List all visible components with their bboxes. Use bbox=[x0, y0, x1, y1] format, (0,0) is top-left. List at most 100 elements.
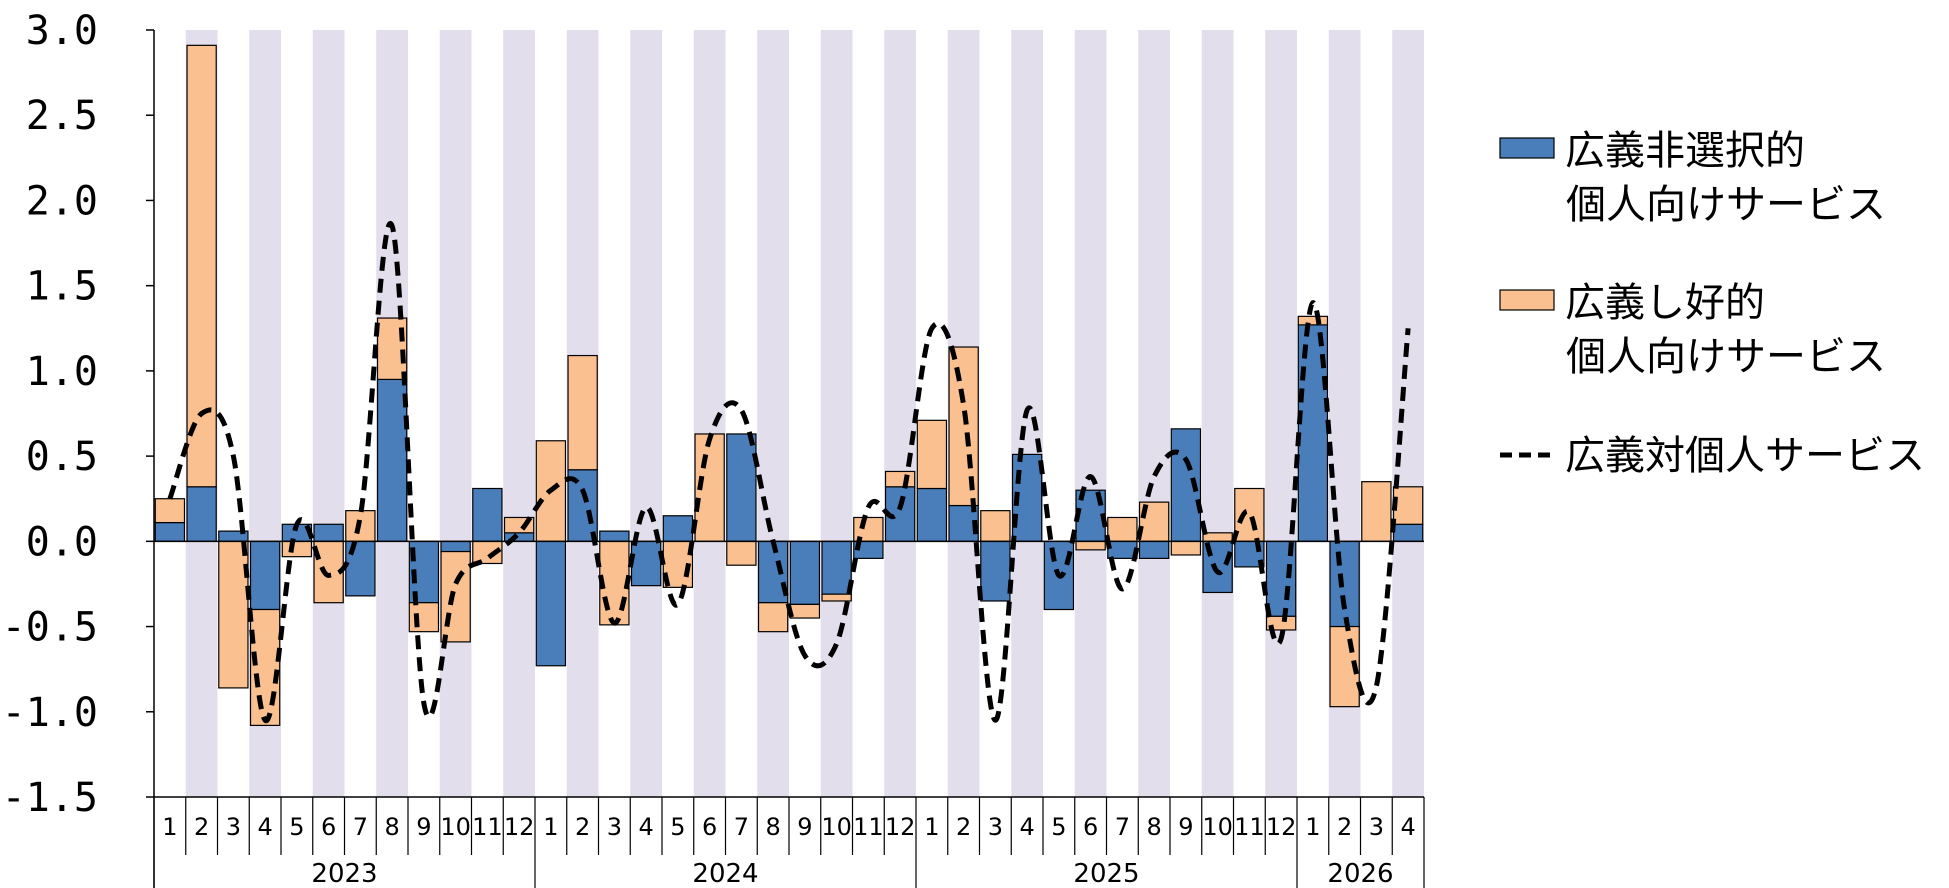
bar-series2 bbox=[726, 540, 757, 566]
bar-series1 bbox=[789, 540, 821, 605]
bar-series1 bbox=[567, 469, 598, 542]
month-label: 4 bbox=[1019, 813, 1034, 841]
bar-series2 bbox=[154, 498, 186, 524]
legend-label-series2: 個人向けサービス bbox=[1566, 334, 1886, 380]
bar-series1 bbox=[376, 378, 408, 542]
bar-series1 bbox=[630, 540, 662, 587]
month-label: 3 bbox=[226, 813, 241, 841]
bar-series2 bbox=[408, 602, 440, 633]
legend-label-series1: 広義非選択的 bbox=[1565, 128, 1805, 174]
month-label: 12 bbox=[504, 813, 535, 841]
month-label: 9 bbox=[1178, 813, 1193, 841]
month-band bbox=[1138, 30, 1170, 797]
month-band bbox=[820, 30, 853, 797]
month-label: 1 bbox=[1305, 813, 1320, 841]
year-label: 2024 bbox=[692, 859, 758, 888]
month-label: 2 bbox=[1337, 813, 1352, 841]
month-label: 4 bbox=[638, 813, 653, 841]
bar-series2 bbox=[884, 470, 916, 488]
year-label: 2026 bbox=[1327, 859, 1393, 888]
month-band bbox=[312, 30, 345, 797]
month-label: 4 bbox=[1400, 813, 1415, 841]
month-label: 6 bbox=[321, 813, 336, 841]
month-label: 10 bbox=[440, 813, 471, 841]
y-tick-label: -1.5 bbox=[2, 775, 98, 821]
legend-label-line: 広義対個人サービス bbox=[1565, 433, 1925, 479]
month-label: 1 bbox=[162, 813, 177, 841]
bar-series1 bbox=[916, 487, 948, 542]
legend-label-series2: 広義し好的 bbox=[1565, 280, 1765, 326]
bar-series1 bbox=[313, 523, 344, 542]
bar-series1 bbox=[440, 540, 471, 553]
month-band bbox=[1074, 30, 1107, 797]
month-band bbox=[630, 30, 662, 797]
bar-series2 bbox=[567, 354, 598, 471]
bar-series1 bbox=[535, 540, 567, 667]
month-label: 8 bbox=[1146, 813, 1161, 841]
month-band bbox=[439, 30, 472, 797]
month-label: 7 bbox=[1115, 813, 1130, 841]
bar-series1 bbox=[154, 521, 186, 542]
bar-series2 bbox=[1234, 487, 1265, 542]
y-tick-label: 1.0 bbox=[26, 349, 98, 395]
month-label: 9 bbox=[797, 813, 812, 841]
bar-series2 bbox=[821, 593, 852, 602]
y-tick-label: 2.5 bbox=[26, 93, 98, 139]
bar-series2 bbox=[1297, 315, 1329, 326]
month-band bbox=[1265, 30, 1297, 797]
y-axis-ticks: 3.0 2.5 2.0 1.5 1.0 0.5 0.0 -0.5 -1.0 -1.5 bbox=[2, 8, 154, 821]
month-label: 3 bbox=[607, 813, 622, 841]
month-label: 11 bbox=[1234, 813, 1265, 841]
y-tick-label: 0.5 bbox=[26, 434, 98, 480]
bar-series2 bbox=[186, 44, 217, 488]
bar-series1 bbox=[472, 487, 503, 542]
bar-series2 bbox=[1170, 540, 1202, 556]
bar-series1 bbox=[599, 530, 630, 542]
bar-series2 bbox=[281, 540, 313, 558]
month-label: 11 bbox=[472, 813, 503, 841]
year-label: 2025 bbox=[1073, 859, 1139, 888]
bar-series1 bbox=[662, 515, 694, 542]
bar-series1 bbox=[980, 540, 1011, 602]
bar-series2 bbox=[916, 419, 948, 490]
y-tick-label: -0.5 bbox=[2, 605, 98, 651]
y-tick-label: 1.5 bbox=[26, 264, 98, 310]
bar-series1 bbox=[1392, 523, 1424, 542]
month-band bbox=[1392, 30, 1424, 797]
bar-series1 bbox=[186, 486, 217, 542]
bar-series2 bbox=[980, 510, 1011, 542]
bar-series2 bbox=[376, 317, 408, 381]
bar-series2 bbox=[440, 550, 471, 643]
month-label: 12 bbox=[1266, 813, 1297, 841]
month-label: 11 bbox=[853, 813, 884, 841]
month-band bbox=[1201, 30, 1234, 797]
month-label: 7 bbox=[353, 813, 368, 841]
legend-label-series1: 個人向けサービス bbox=[1566, 182, 1886, 228]
month-bands bbox=[185, 30, 1424, 797]
month-label: 2 bbox=[956, 813, 971, 841]
line-series-path bbox=[167, 220, 1411, 723]
bar-series1 bbox=[1138, 540, 1170, 559]
bar-series1 bbox=[1329, 540, 1360, 628]
month-label: 7 bbox=[734, 813, 749, 841]
month-band bbox=[757, 30, 789, 797]
month-label: 1 bbox=[924, 813, 939, 841]
bar-series2 bbox=[1107, 516, 1138, 542]
y-tick-label: 0.0 bbox=[26, 519, 98, 565]
month-label: 2 bbox=[194, 813, 209, 841]
month-label: 5 bbox=[289, 813, 304, 841]
month-label: 6 bbox=[1083, 813, 1098, 841]
month-label: 10 bbox=[821, 813, 852, 841]
month-band bbox=[503, 30, 535, 797]
month-label: 3 bbox=[988, 813, 1003, 841]
month-label: 5 bbox=[1051, 813, 1066, 841]
month-label: 10 bbox=[1202, 813, 1233, 841]
month-label: 8 bbox=[384, 813, 399, 841]
month-label: 12 bbox=[885, 813, 916, 841]
y-tick-label: 2.0 bbox=[26, 178, 98, 224]
legend-swatch-series2 bbox=[1499, 289, 1555, 311]
bar-series2 bbox=[789, 603, 821, 619]
month-label: 3 bbox=[1369, 813, 1384, 841]
